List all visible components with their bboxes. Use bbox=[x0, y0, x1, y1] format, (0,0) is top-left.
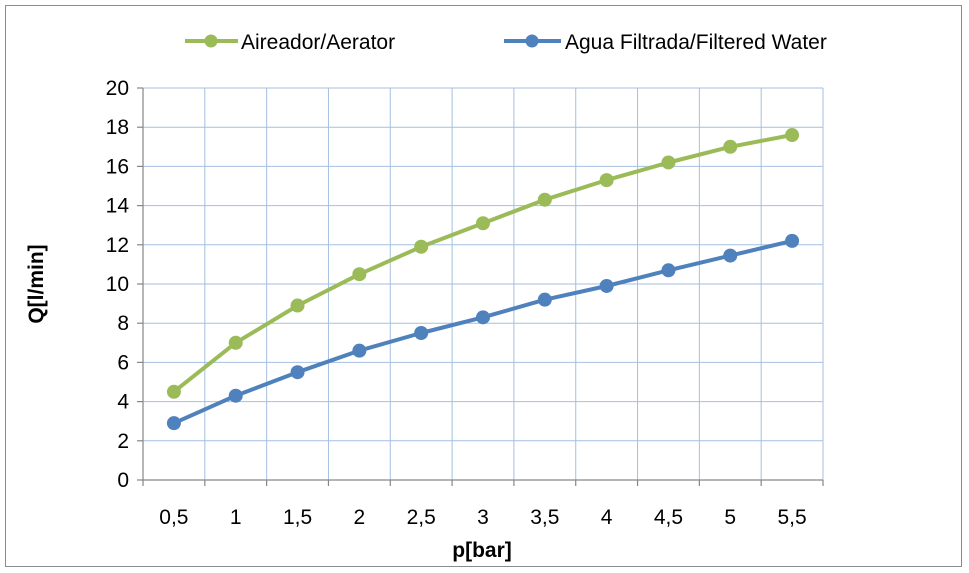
data-point-series-0 bbox=[537, 192, 552, 207]
data-point-series-1 bbox=[290, 365, 305, 380]
y-tick-label: 2 bbox=[117, 430, 129, 453]
y-tick-label: 16 bbox=[106, 155, 129, 178]
y-axis-title: Q[l/min] bbox=[25, 244, 48, 323]
data-point-series-0 bbox=[661, 155, 676, 170]
legend: Aireador/Aerator Agua Filtrada/Filtered … bbox=[185, 31, 827, 54]
x-tick-label: 4,5 bbox=[654, 506, 683, 529]
x-tick-label: 1 bbox=[230, 506, 242, 529]
tick-labels: 0 2 4 6 8 10 12 14 16 18 20 0,5 1 1,5 2 2,5 3 3,5 4 4,5 5 5,5 bbox=[106, 77, 807, 529]
legend-item-filtered-water: Agua Filtrada/Filtered Water bbox=[504, 31, 827, 54]
data-point-series-0 bbox=[228, 335, 243, 350]
y-tick-label: 10 bbox=[106, 273, 129, 296]
data-point-series-1 bbox=[723, 248, 738, 263]
legend-swatch-filtered-water-marker bbox=[525, 34, 539, 48]
x-tick-label: 1,5 bbox=[283, 506, 312, 529]
data-point-series-1 bbox=[599, 278, 614, 293]
series bbox=[166, 128, 800, 431]
data-point-series-1 bbox=[166, 416, 181, 431]
x-tick-label: 5,5 bbox=[777, 506, 806, 529]
data-point-series-1 bbox=[228, 388, 243, 403]
grid-lines bbox=[143, 87, 824, 480]
data-point-series-0 bbox=[476, 216, 490, 231]
data-point-series-1 bbox=[537, 292, 552, 307]
data-point-series-0 bbox=[723, 139, 738, 154]
y-tick-label: 6 bbox=[117, 351, 129, 374]
data-point-series-1 bbox=[414, 326, 429, 340]
y-tick-label: 14 bbox=[106, 195, 130, 218]
data-point-series-0 bbox=[785, 128, 800, 143]
legend-swatch-aerator-marker bbox=[204, 34, 218, 48]
legend-label-filtered-water: Agua Filtrada/Filtered Water bbox=[565, 31, 827, 54]
data-point-series-0 bbox=[414, 239, 429, 254]
x-tick-label: 2,5 bbox=[407, 506, 436, 529]
x-tick-label: 4 bbox=[601, 506, 613, 529]
data-point-series-0 bbox=[599, 173, 614, 188]
axes bbox=[137, 87, 824, 486]
legend-label-aerator: Aireador/Aerator bbox=[241, 31, 395, 54]
y-tick-label: 8 bbox=[117, 312, 129, 335]
data-point-series-1 bbox=[352, 343, 367, 358]
data-point-series-0 bbox=[166, 384, 181, 399]
x-tick-label: 5 bbox=[724, 506, 736, 529]
data-point-series-0 bbox=[290, 298, 305, 313]
x-axis-title: p[bar] bbox=[452, 539, 512, 562]
data-point-series-1 bbox=[476, 310, 490, 325]
y-tick-label: 18 bbox=[106, 116, 129, 139]
data-point-series-0 bbox=[352, 267, 367, 282]
y-tick-label: 12 bbox=[106, 234, 129, 257]
x-tick-label: 2 bbox=[354, 506, 366, 529]
x-tick-label: 3,5 bbox=[530, 506, 559, 529]
y-tick-label: 0 bbox=[117, 469, 129, 492]
legend-item-aerator: Aireador/Aerator bbox=[185, 31, 395, 54]
x-tick-label: 3 bbox=[477, 506, 489, 529]
chart-frame bbox=[5, 5, 962, 567]
data-point-series-1 bbox=[661, 263, 676, 278]
y-tick-label: 4 bbox=[117, 391, 129, 414]
x-tick-label: 0,5 bbox=[159, 506, 188, 529]
y-tick-label: 20 bbox=[106, 77, 129, 100]
data-point-series-1 bbox=[785, 233, 800, 248]
